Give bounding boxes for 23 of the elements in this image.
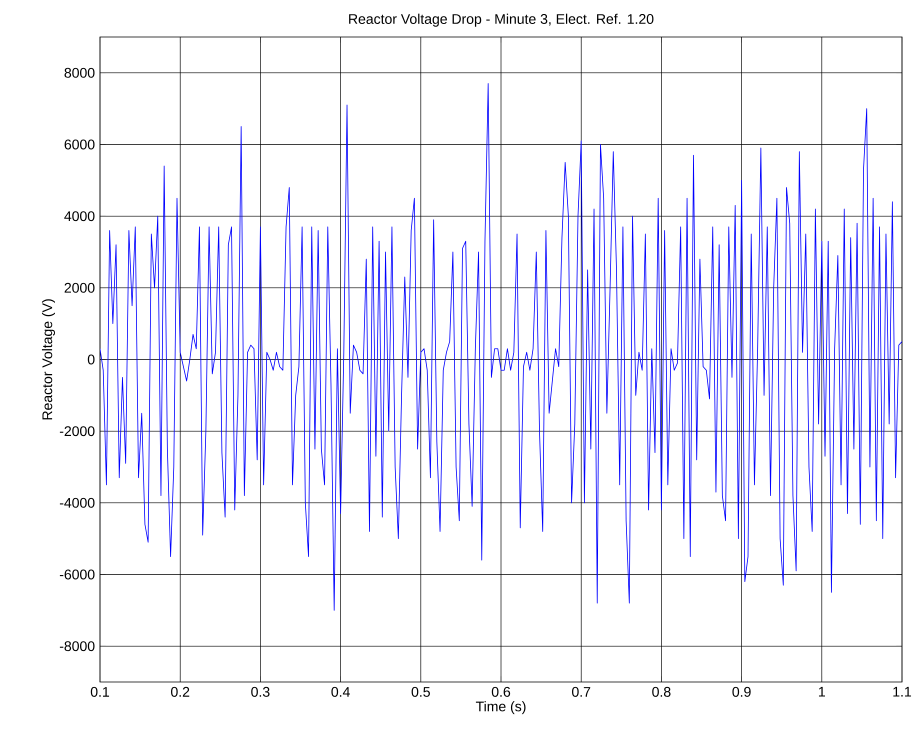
- x-tick-label: 0.9: [732, 686, 751, 697]
- x-tick-label: 1: [818, 686, 825, 697]
- x-tick-label: 0.2: [171, 686, 190, 697]
- x-tick-label: 0.1: [90, 686, 110, 697]
- y-tick-label: -8000: [60, 641, 95, 652]
- y-tick-label: -2000: [60, 426, 95, 436]
- x-tick-label: 0.7: [572, 686, 590, 697]
- x-tick-label: 0.8: [652, 686, 671, 697]
- x-tick-label: 0.4: [331, 686, 350, 697]
- y-tick-label: 4000: [64, 211, 95, 222]
- x-tick-label: 0.3: [251, 686, 270, 697]
- x-tick-label: 0.6: [492, 686, 510, 697]
- y-tick-label: 2000: [64, 282, 95, 293]
- x-tick-label: 1.1: [893, 686, 912, 697]
- chart-title: Reactor Voltage Drop - Minute 3, Elect. Ref. 1.20: [349, 14, 654, 27]
- y-tick-label: -6000: [60, 570, 95, 580]
- y-axis-title: Reactor Voltage (V): [42, 299, 56, 420]
- y-tick-label: 6000: [64, 140, 95, 150]
- y-tick-label: 0: [88, 354, 95, 364]
- y-tick-label: 8000: [64, 68, 95, 78]
- y-tick-label: -4000: [60, 498, 95, 508]
- x-tick-label: 0.5: [412, 686, 430, 697]
- x-axis-title: Time (s): [476, 701, 526, 714]
